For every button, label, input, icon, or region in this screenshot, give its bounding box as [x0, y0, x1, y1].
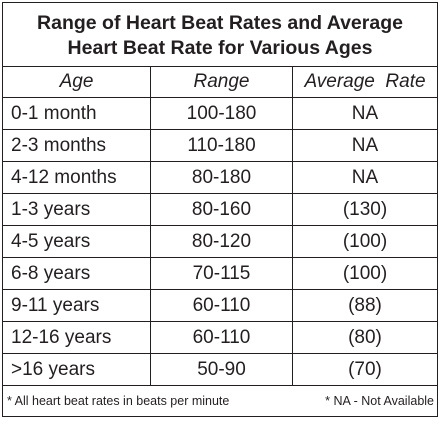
average-cell: (88): [348, 294, 382, 316]
table-row: 12-16 years 60-110 (80): [3, 322, 437, 354]
average-cell: (100): [342, 262, 388, 284]
range-cell: 80-180: [151, 162, 293, 193]
age-cell: 9-11 years: [3, 290, 151, 321]
footnote-na: * NA - Not Available: [325, 393, 434, 408]
range-cell: 60-110: [151, 290, 293, 321]
age-cell: 4-12 months: [3, 162, 151, 193]
table-row: 2-3 months 110-180 NA: [3, 130, 437, 162]
column-header-range: Range: [151, 67, 293, 97]
age-cell: 1-3 years: [3, 194, 151, 225]
average-cell: (130): [342, 198, 388, 220]
heart-rate-table: Age Range Average Rate 0-1 month 100-180…: [3, 66, 437, 386]
age-cell: >16 years: [3, 354, 151, 385]
table-row: 1-3 years 80-160 (130): [3, 194, 437, 226]
column-header-age: Age: [3, 67, 151, 97]
range-cell: 100-180: [151, 98, 293, 129]
age-cell: 6-8 years: [3, 258, 151, 289]
title-line-2: Heart Beat Rate for Various Ages: [67, 37, 373, 59]
table-row: 6-8 years 70-115 (100): [3, 258, 437, 290]
title-line-1: Range of Heart Beat Rates and Average: [37, 12, 403, 34]
table-row: >16 years 50-90 (70): [3, 354, 437, 386]
range-cell: 60-110: [151, 322, 293, 353]
range-cell: 110-180: [151, 130, 293, 161]
table-title: Range of Heart Beat Rates and Average He…: [3, 11, 437, 61]
range-cell: 80-160: [151, 194, 293, 225]
table-row: 0-1 month 100-180 NA: [3, 98, 437, 130]
average-cell: (80): [348, 326, 382, 348]
average-cell: NA: [351, 102, 379, 124]
age-cell: 4-5 years: [3, 226, 151, 257]
range-cell: 80-120: [151, 226, 293, 257]
range-cell: 70-115: [151, 258, 293, 289]
table-row: 9-11 years 60-110 (88): [3, 290, 437, 322]
age-cell: 12-16 years: [3, 322, 151, 353]
column-header-average-rate: Average Rate: [304, 71, 426, 92]
age-cell: 2-3 months: [3, 130, 151, 161]
footnote-units: * All heart beat rates in beats per minu…: [7, 393, 230, 408]
average-cell: NA: [351, 134, 379, 156]
age-cell: 0-1 month: [3, 98, 151, 129]
average-cell: NA: [351, 166, 379, 188]
heart-rate-table-frame: Range of Heart Beat Rates and Average He…: [2, 2, 438, 417]
range-cell: 50-90: [151, 354, 293, 385]
table-footnotes: * All heart beat rates in beats per minu…: [3, 385, 437, 416]
table-header-row: Age Range Average Rate: [3, 66, 437, 98]
average-cell: (100): [342, 230, 388, 252]
table-row: 4-12 months 80-180 NA: [3, 162, 437, 194]
average-cell: (70): [348, 358, 382, 380]
table-row: 4-5 years 80-120 (100): [3, 226, 437, 258]
